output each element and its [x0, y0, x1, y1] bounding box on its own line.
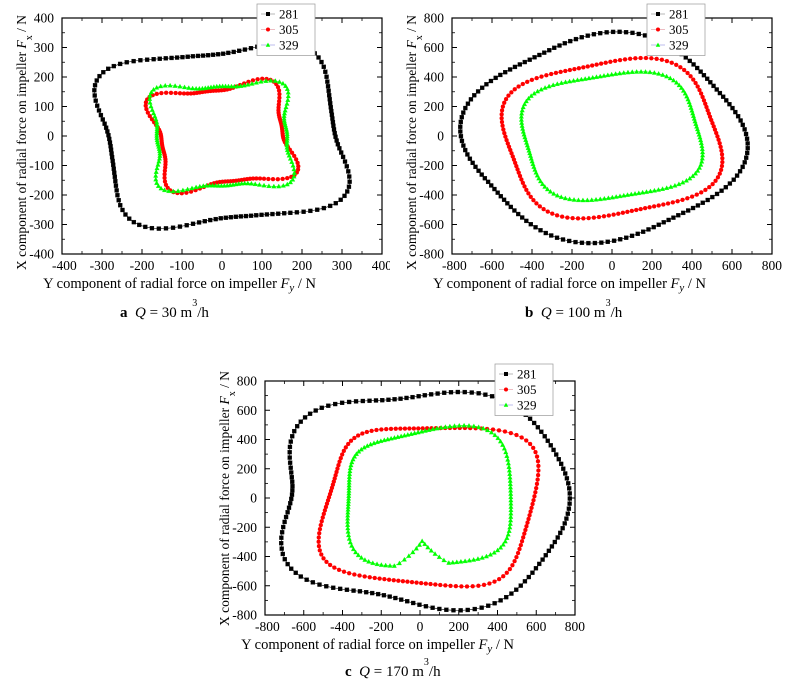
svg-text:0: 0	[417, 619, 424, 634]
svg-text:-400: -400	[330, 619, 355, 634]
svg-text:-200: -200	[130, 258, 155, 273]
svg-text:400: 400	[682, 258, 703, 273]
svg-text:300: 300	[332, 258, 353, 273]
svg-text:Y component of radial force on: Y component of radial force on impeller …	[433, 276, 706, 294]
svg-text:-600: -600	[232, 578, 257, 593]
svg-text:800: 800	[762, 258, 783, 273]
svg-text:600: 600	[424, 40, 445, 55]
svg-text:600: 600	[526, 619, 547, 634]
svg-text:100: 100	[252, 258, 273, 273]
svg-text:-800: -800	[255, 619, 280, 634]
svg-text:600: 600	[722, 258, 743, 273]
svg-text:305: 305	[279, 22, 299, 37]
svg-text:0: 0	[609, 258, 616, 273]
svg-text:-400: -400	[29, 247, 54, 262]
svg-text:-200: -200	[29, 188, 54, 203]
svg-text:400: 400	[487, 619, 508, 634]
svg-text:305: 305	[517, 382, 537, 397]
svg-text:305: 305	[669, 22, 689, 37]
svg-text:-200: -200	[419, 158, 444, 173]
svg-text:-200: -200	[560, 258, 585, 273]
svg-text:-300: -300	[29, 217, 54, 232]
svg-text:200: 200	[237, 461, 258, 476]
svg-text:0: 0	[47, 129, 54, 144]
svg-text:400: 400	[34, 11, 55, 26]
svg-text:-400: -400	[52, 258, 77, 273]
svg-text:329: 329	[279, 38, 299, 53]
svg-text:-400: -400	[419, 188, 444, 203]
svg-text:-100: -100	[29, 158, 54, 173]
svg-text:200: 200	[292, 258, 313, 273]
svg-text:100: 100	[34, 99, 55, 114]
svg-text:281: 281	[669, 7, 689, 22]
svg-text:-800: -800	[419, 247, 444, 262]
svg-text:281: 281	[517, 367, 537, 382]
svg-text:800: 800	[565, 619, 586, 634]
svg-text:400: 400	[237, 432, 258, 447]
svg-text:-800: -800	[442, 258, 467, 273]
svg-text:600: 600	[237, 403, 258, 418]
svg-text:-600: -600	[291, 619, 316, 634]
svg-text:-600: -600	[419, 217, 444, 232]
svg-text:329: 329	[669, 38, 689, 53]
svg-text:-100: -100	[170, 258, 195, 273]
svg-text:Y component of radial force on: Y component of radial force on impeller …	[241, 637, 514, 655]
svg-text:300: 300	[34, 40, 55, 55]
svg-text:200: 200	[34, 70, 55, 85]
svg-text:0: 0	[437, 129, 444, 144]
svg-text:800: 800	[237, 374, 258, 389]
svg-text:400: 400	[424, 70, 445, 85]
svg-text:329: 329	[517, 398, 537, 413]
svg-text:0: 0	[219, 258, 226, 273]
svg-text:-600: -600	[480, 258, 505, 273]
svg-text:-200: -200	[369, 619, 394, 634]
svg-text:200: 200	[642, 258, 663, 273]
svg-text:0: 0	[250, 491, 257, 506]
svg-text:281: 281	[279, 7, 299, 22]
svg-text:-400: -400	[520, 258, 545, 273]
svg-text:-400: -400	[232, 549, 257, 564]
svg-text:200: 200	[424, 99, 445, 114]
svg-text:-800: -800	[232, 608, 257, 623]
svg-text:-300: -300	[90, 258, 115, 273]
svg-text:800: 800	[424, 11, 445, 26]
svg-text:Y component of radial force on: Y component of radial force on impeller …	[43, 276, 316, 294]
svg-text:-200: -200	[232, 520, 257, 535]
svg-text:200: 200	[449, 619, 470, 634]
